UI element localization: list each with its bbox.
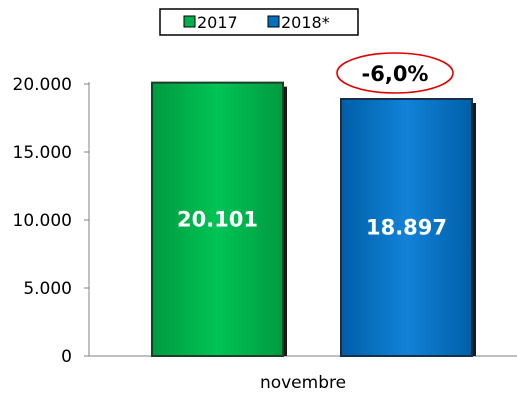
bar-2017-group: 20.101 xyxy=(151,81,287,357)
bar-2017-value-label: 20.101 xyxy=(177,207,258,231)
x-category-label: novembre xyxy=(260,373,346,393)
y-tick-label: 15.000 xyxy=(13,143,72,163)
y-tick-label: 20.000 xyxy=(13,75,72,95)
bar-2018 xyxy=(340,98,473,358)
legend-swatch-2018 xyxy=(267,15,280,28)
y-tick-label: 0 xyxy=(61,347,72,367)
legend: 2017 2018* xyxy=(159,8,359,36)
change-annotation-ellipse xyxy=(336,52,454,94)
legend-label-2018: 2018* xyxy=(281,13,330,32)
y-axis-ticks: 0 5.000 10.000 15.000 20.000 xyxy=(13,75,89,367)
y-tick-label: 5.000 xyxy=(23,279,72,299)
bar-2017 xyxy=(151,81,284,357)
bar-2018-group: 18.897 xyxy=(340,98,476,358)
y-tick-label: 10.000 xyxy=(13,211,72,231)
change-annotation-text: -6,0% xyxy=(362,62,429,86)
change-annotation: -6,0% xyxy=(336,52,454,94)
legend-label-2017: 2017 xyxy=(197,13,238,32)
bar-2018-value-label: 18.897 xyxy=(366,216,447,240)
legend-swatch-2017 xyxy=(183,15,196,28)
